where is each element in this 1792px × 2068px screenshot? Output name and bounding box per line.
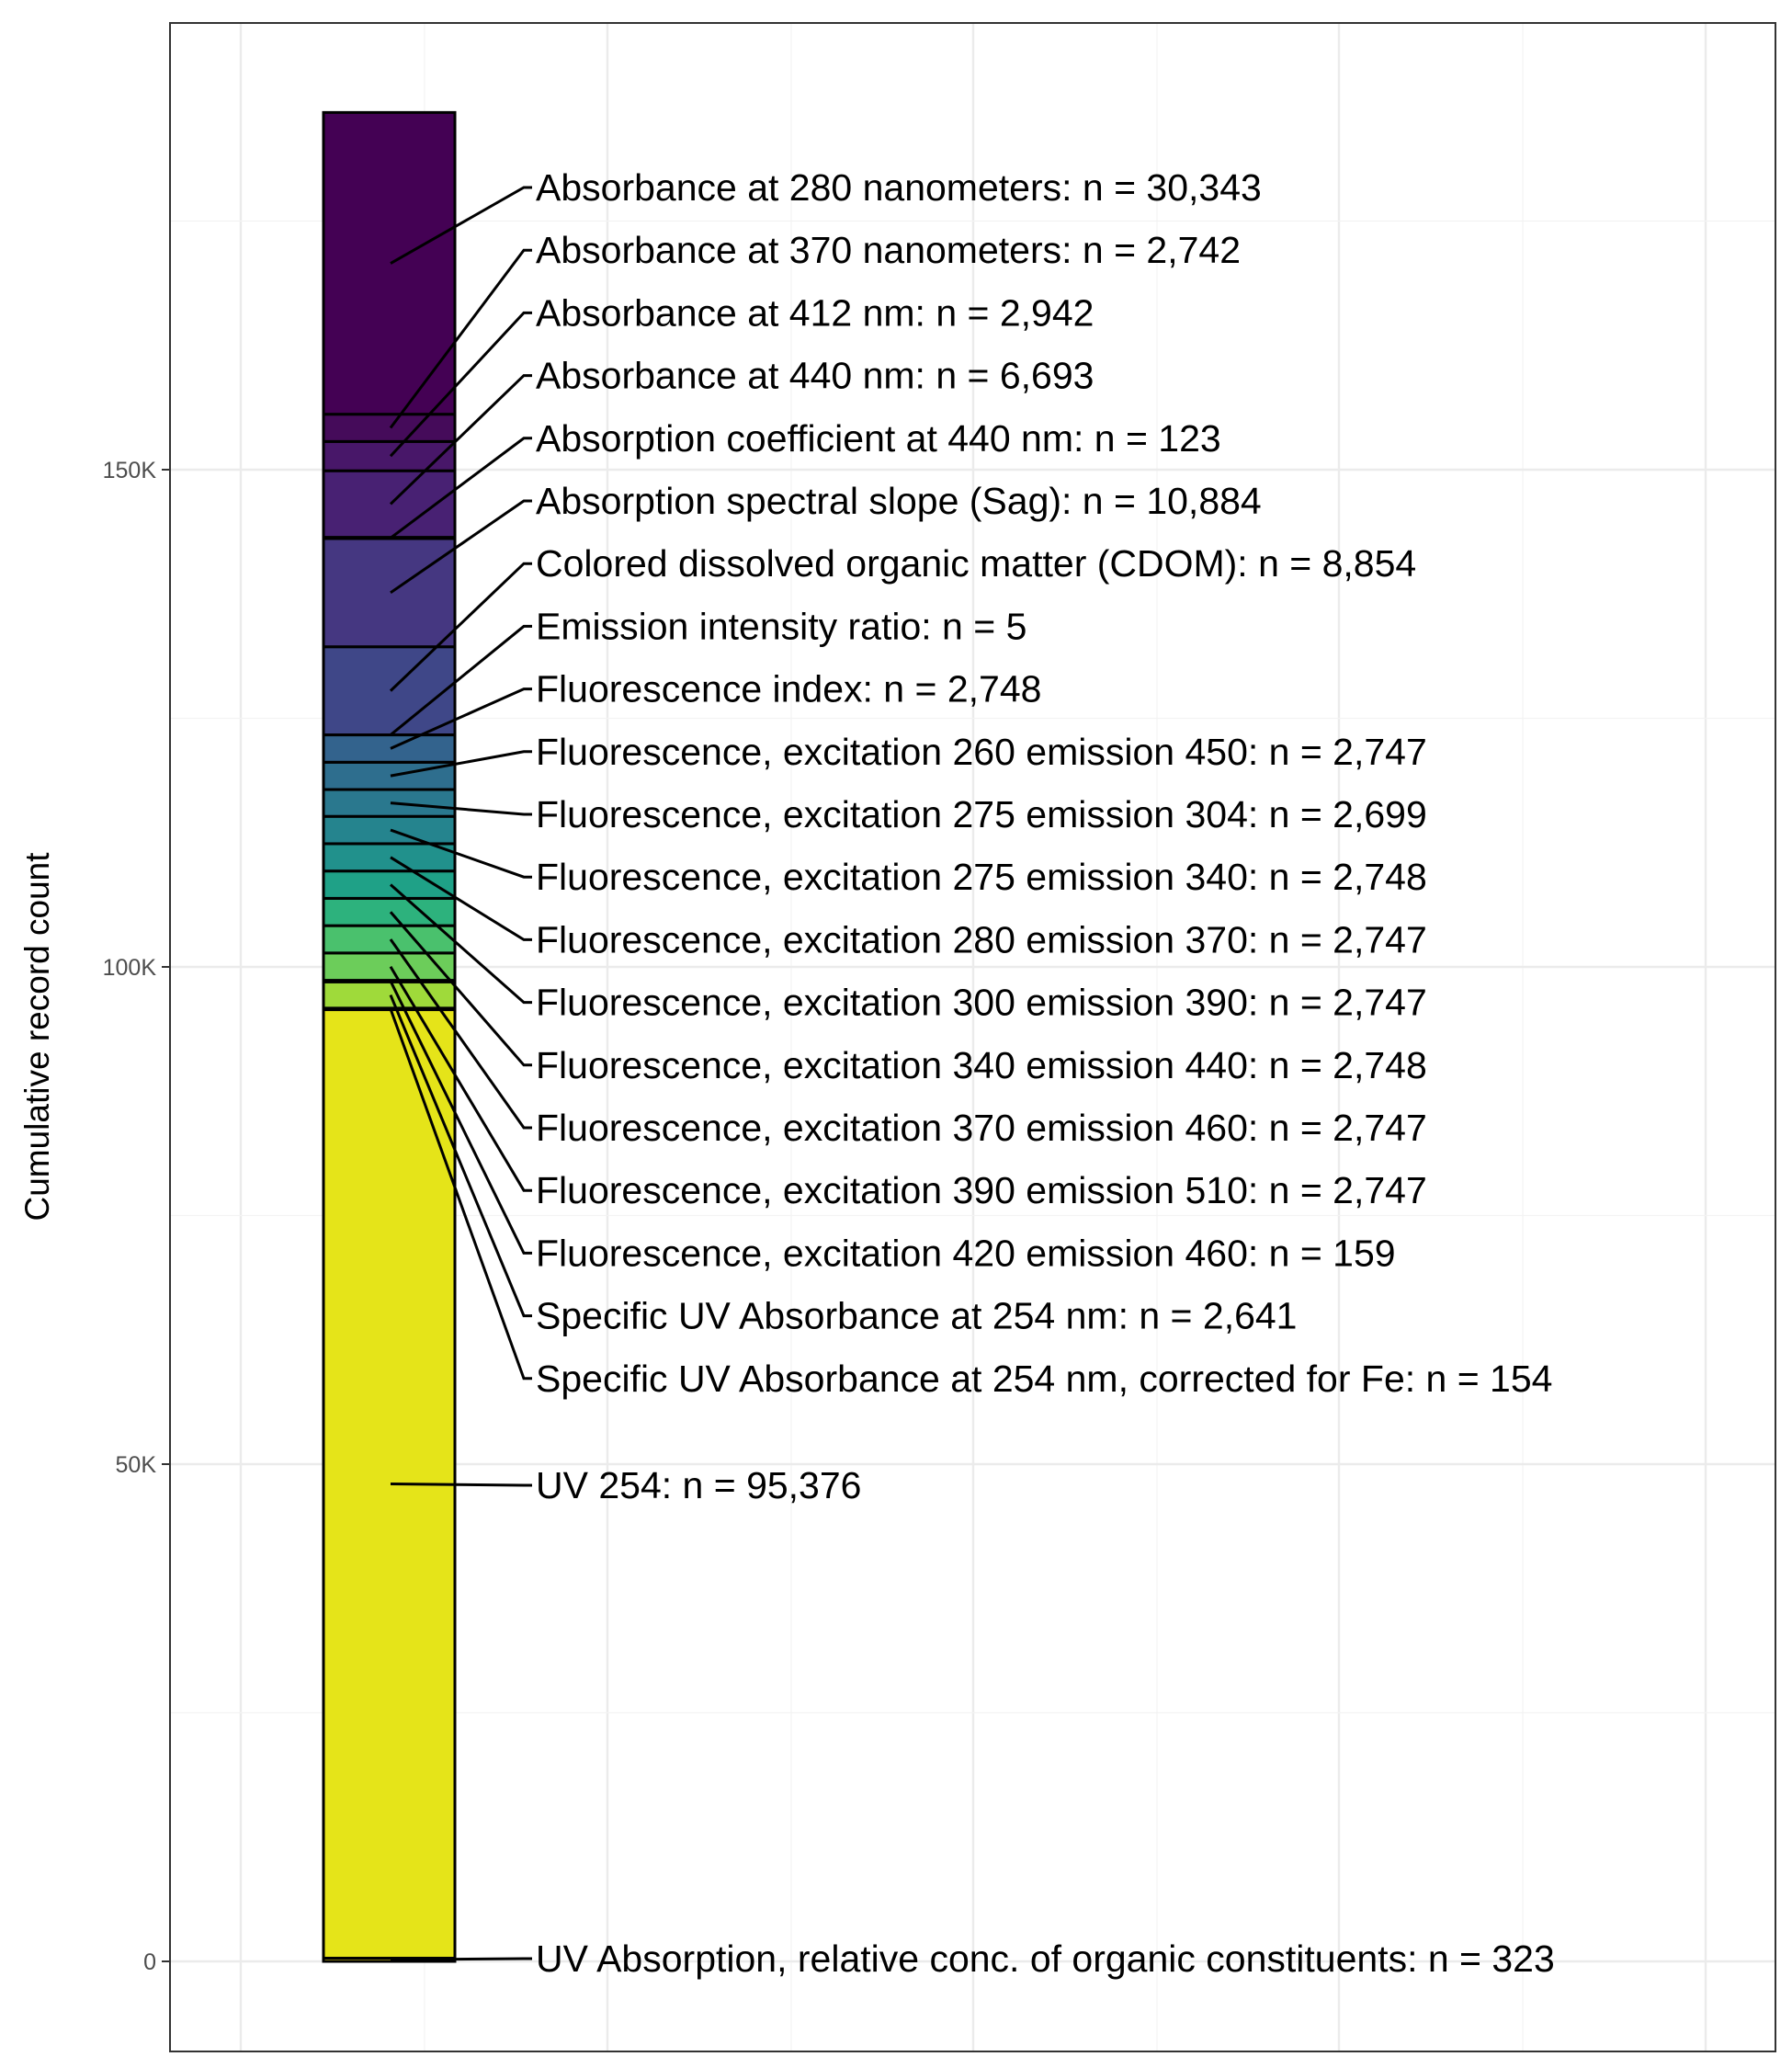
segment-label: Fluorescence, excitation 370 emission 46… [536,1107,1427,1149]
bar-segment [322,814,457,846]
segment-label: UV Absorption, relative conc. of organic… [536,1937,1555,1980]
leader-line [389,248,532,429]
segment-label: Fluorescence, excitation 275 emission 34… [536,856,1427,898]
bar-segment [322,951,457,983]
bar-segment [322,110,457,416]
bar-segment [322,842,457,873]
segment-label: Specific UV Absorbance at 254 nm, correc… [536,1358,1552,1400]
bar-segment [322,469,457,540]
leader-line [389,311,532,458]
segment-label: Fluorescence, excitation 340 emission 44… [536,1044,1427,1086]
segment-label: Fluorescence, excitation 390 emission 51… [536,1169,1427,1211]
segment-label: Absorbance at 280 nanometers: n = 30,343 [536,166,1262,209]
bar-segment [322,537,457,649]
leader-line [390,437,532,540]
leader-line [390,1483,532,1487]
leader-line [390,1957,532,1961]
segment-label: Emission intensity ratio: n = 5 [536,605,1026,647]
leader-line [389,374,532,506]
segment-label: Absorbance at 370 nanometers: n = 2,742 [536,229,1241,271]
segment-label: Absorption spectral slope (Sag): n = 10,… [536,480,1262,522]
bar-segment [322,733,457,764]
segment-labels: UV Absorption, relative conc. of organic… [536,166,1555,1980]
leader-line [389,965,532,1192]
y-tick-label: 150K [103,458,157,483]
leader-line [389,980,532,1255]
leader-line [390,856,532,941]
leader-line [389,938,532,1130]
bar-segment [322,439,457,472]
leader-line [389,562,532,692]
leader-line [390,828,532,879]
bar-segment [322,924,457,955]
bar-segment [322,896,457,927]
segment-label: Absorbance at 440 nm: n = 6,693 [536,355,1094,397]
y-axis-title: Cumulative record count [18,852,56,1221]
segment-label: Fluorescence, excitation 420 emission 46… [536,1232,1396,1274]
segment-label: Fluorescence, excitation 300 emission 39… [536,982,1427,1024]
segment-label: UV 254: n = 95,376 [536,1464,861,1506]
segment-label: Fluorescence, excitation 260 emission 45… [536,731,1427,773]
segment-label: Absorbance at 412 nm: n = 2,942 [536,291,1094,334]
bar-segment [322,788,457,818]
leader-line [389,994,532,1318]
leader-line [390,687,532,750]
stacked-bar [322,110,457,1963]
leader-line [390,801,532,816]
leader-line [390,750,532,778]
panel-border [169,22,1776,2052]
segment-label: Colored dissolved organic matter (CDOM):… [536,542,1416,585]
segment-label: Specific UV Absorbance at 254 nm: n = 2,… [536,1295,1298,1337]
y-tick-label: 50K [116,1452,157,1478]
leader-line [389,911,532,1067]
bar-segment [322,413,457,443]
label-leader-lines [389,186,532,1961]
leader-line [390,186,532,265]
segment-label: Absorption coefficient at 440 nm: n = 12… [536,417,1221,460]
leader-line [390,883,532,1005]
leader-line [389,1008,532,1381]
segment-label: Fluorescence index: n = 2,748 [536,668,1041,710]
leader-line [390,499,532,595]
bar-segment [322,980,457,1010]
segment-label: Fluorescence, excitation 280 emission 37… [536,918,1427,960]
y-axis-ticks: 0 50K 100K 150K [103,458,170,1975]
segment-label: Fluorescence, excitation 275 emission 30… [536,793,1427,835]
bar-segment [322,760,457,791]
y-tick-label: 0 [143,1949,156,1975]
bar-segment [322,645,457,737]
y-tick-label: 100K [103,955,157,981]
leader-line [390,624,532,736]
